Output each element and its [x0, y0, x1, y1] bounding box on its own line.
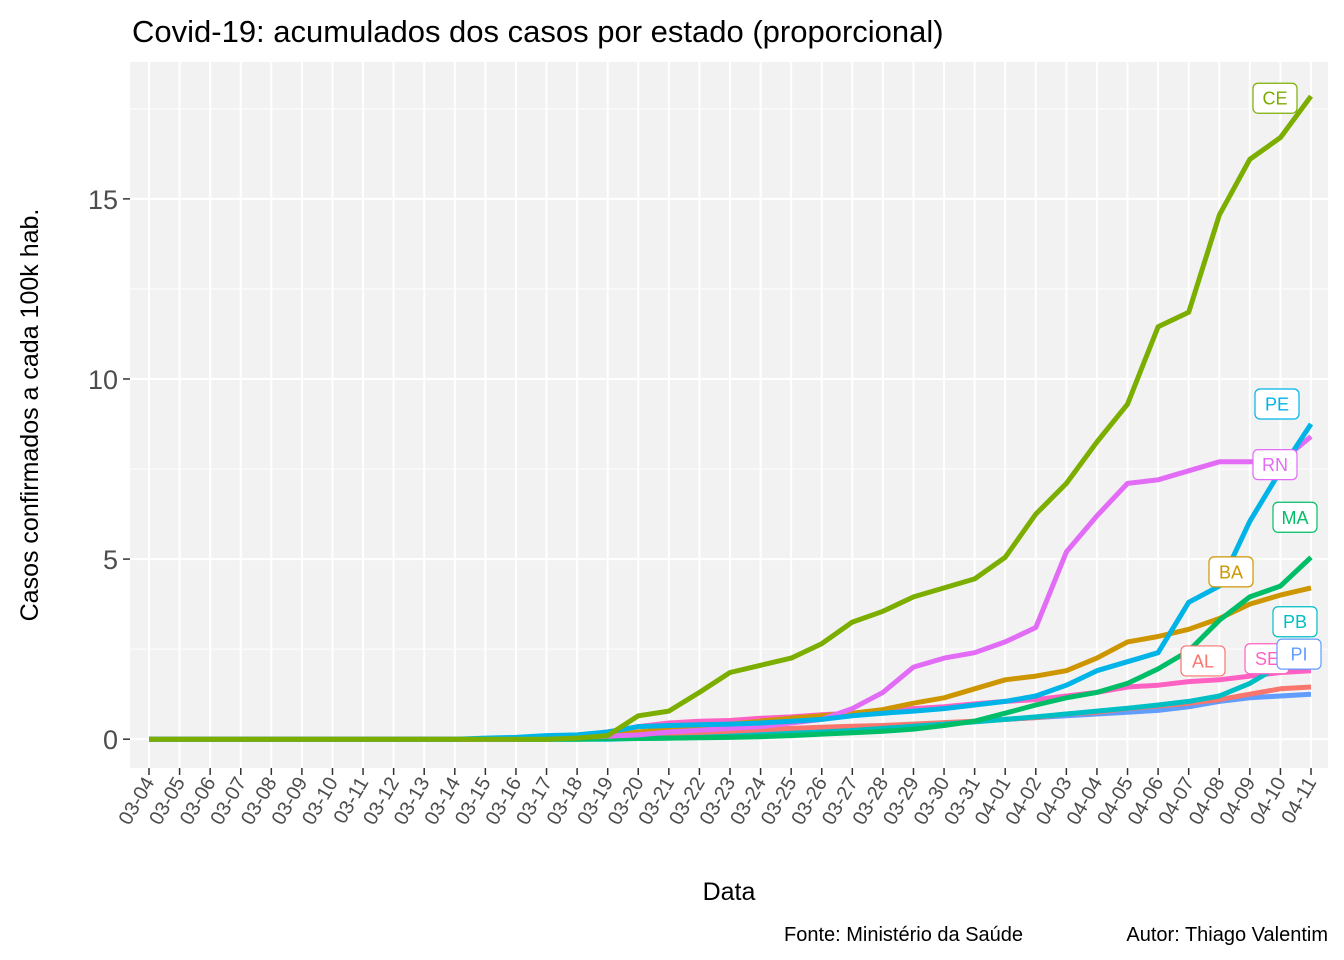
series-label-box-ce	[1252, 82, 1298, 114]
series-label-ba: BA	[1219, 562, 1243, 582]
x-tick-labels: 03-0403-0503-0603-0703-0803-0903-1003-11…	[115, 774, 1322, 829]
series-label-pi: PI	[1290, 645, 1307, 665]
caption-source: Fonte: Ministério da Saúde	[784, 924, 1023, 946]
y-tick-label: 0	[103, 725, 118, 755]
y-axis-title: Casos confirmados a cada 100k hab.	[16, 209, 44, 622]
series-label-ce: CE	[1262, 89, 1287, 109]
chart-title: Covid-19: acumulados dos casos por estad…	[132, 14, 944, 49]
series-label-box-pi	[1276, 638, 1322, 670]
series-label-box-pe	[1254, 388, 1300, 420]
series-label-box-ba	[1208, 556, 1254, 588]
series-lines	[149, 94, 1314, 742]
y-tick-labels: 0 5 10 15	[88, 185, 118, 755]
series-label-ma: MA	[1282, 508, 1309, 528]
series-label-pb: PB	[1283, 612, 1307, 632]
x-axis-title: Data	[703, 878, 756, 906]
series-label-pe: PE	[1265, 395, 1289, 415]
y-tick-label: 10	[88, 365, 118, 395]
series-label-se: SE	[1255, 649, 1279, 669]
series-label-rn: RN	[1262, 455, 1288, 475]
y-tick-label: 5	[103, 545, 118, 575]
series-label-box-pb	[1272, 606, 1318, 638]
caption-author: Autor: Thiago Valentim	[1126, 924, 1328, 946]
series-label-al: AL	[1192, 651, 1214, 671]
series-label-box-ma	[1272, 501, 1318, 533]
y-tick-label: 15	[88, 185, 118, 215]
series-label-box-al	[1180, 645, 1226, 677]
axis-ticks	[123, 198, 1312, 775]
series-label-box-rn	[1252, 449, 1298, 481]
series-line-ce	[149, 94, 1314, 742]
